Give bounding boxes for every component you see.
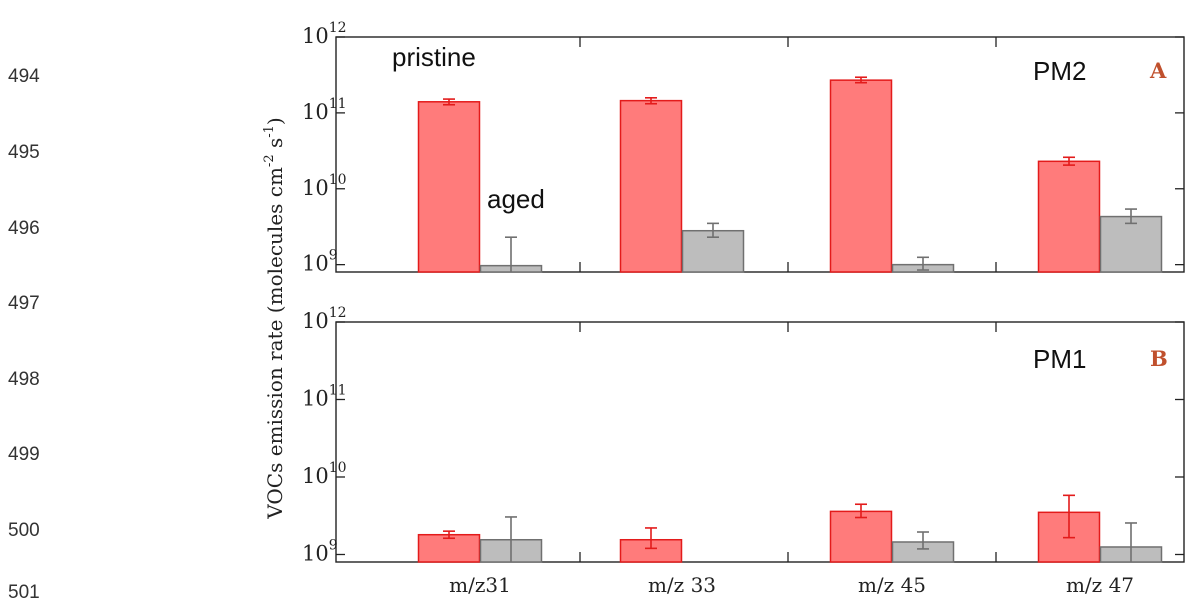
line-numbers: 494 495 496 497 498 499 500 501 — [8, 66, 40, 601]
line-number: 494 — [8, 66, 40, 87]
x-axis-categories: m/z31 m/z 33 m/z 45 m/z 47 — [449, 573, 1134, 597]
x-tick-label: m/z31 — [449, 573, 511, 597]
y-tick-label: 109 — [302, 248, 338, 276]
annotation-aged: aged — [487, 184, 545, 214]
aged-bar — [1099, 215, 1163, 273]
line-number: 498 — [8, 369, 40, 390]
line-number: 497 — [8, 293, 40, 314]
pristine-bar — [417, 101, 481, 273]
y-tick-label: 1012 — [302, 20, 347, 48]
y-tick-label: 1010 — [302, 460, 347, 488]
annotation-pristine: pristine — [392, 42, 476, 72]
plot-frame — [335, 321, 1185, 563]
y-tick-label: 1012 — [302, 305, 347, 333]
y-tick-label: 109 — [302, 537, 338, 565]
plot-frame — [335, 36, 1185, 273]
panel-letter: B — [1150, 346, 1168, 371]
pristine-bar — [829, 79, 893, 273]
line-number: 496 — [8, 218, 40, 239]
line-number: 495 — [8, 142, 40, 163]
panel-letter: A — [1149, 58, 1167, 83]
pristine-bar — [619, 99, 683, 273]
y-tick-label: 1011 — [302, 382, 347, 410]
y-tick-label: 1010 — [302, 172, 347, 200]
line-number: 501 — [8, 582, 40, 601]
panel-b: 109 1010 1011 1012 PM1 B — [302, 305, 1185, 565]
x-tick-label: m/z 45 — [858, 573, 926, 597]
line-number: 499 — [8, 444, 40, 465]
pristine-bar — [829, 510, 893, 563]
y-axis-label: VOCs emission rate (molecules cm-2 s-1) — [262, 117, 287, 519]
pristine-bar — [417, 533, 481, 563]
panel-title: PM2 — [1033, 56, 1086, 86]
line-number: 500 — [8, 520, 40, 541]
y-tick-label: 1011 — [302, 96, 347, 124]
pristine-bar — [1037, 160, 1101, 273]
x-tick-label: m/z 47 — [1066, 573, 1134, 597]
x-tick-label: m/z 33 — [648, 573, 716, 597]
panel-title: PM1 — [1033, 344, 1086, 374]
